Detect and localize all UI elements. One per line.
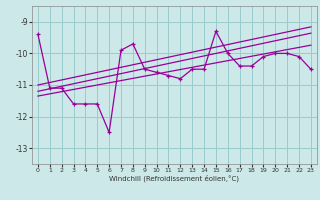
X-axis label: Windchill (Refroidissement éolien,°C): Windchill (Refroidissement éolien,°C) [109,175,239,182]
